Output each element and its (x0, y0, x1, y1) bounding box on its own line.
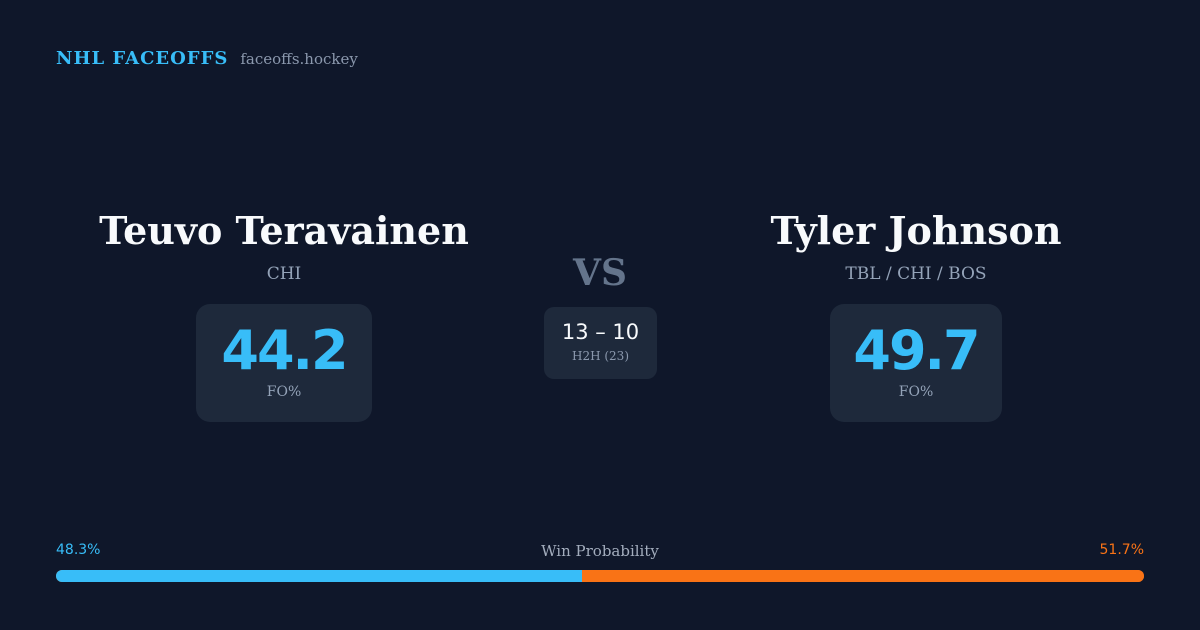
player-left-fo-value: 44.2 (221, 319, 348, 382)
win-probability-bar-right (581, 570, 1144, 582)
head-to-head-label: H2H (23) (571, 349, 629, 363)
win-probability-title: Win Probability (541, 542, 659, 560)
player-right: Tyler Johnson TBL / CHI / BOS 49.7 FO% (666, 204, 1166, 422)
vs-label: VS (573, 252, 627, 294)
head-to-head-score: 13 – 10 (561, 320, 640, 344)
brand-header: NHL FACEOFFS faceoffs.hockey (56, 48, 358, 69)
win-probability-bar (56, 570, 1144, 582)
player-right-fo-value: 49.7 (853, 319, 980, 382)
brand-domain[interactable]: faceoffs.hockey (240, 50, 358, 68)
player-right-name: Tyler Johnson (770, 208, 1062, 253)
brand-name[interactable]: NHL FACEOFFS (56, 48, 229, 69)
win-probability-left-text: 48.3% (56, 542, 101, 558)
player-left-fo-label: FO% (266, 384, 302, 400)
player-right-fo-label: FO% (898, 384, 934, 400)
player-left-name: Teuvo Teravainen (99, 208, 469, 253)
win-probability-header: 48.3% Win Probability 51.7% (56, 542, 1144, 562)
player-left-team: CHI (266, 264, 302, 284)
head-to-head-card: 13 – 10 H2H (23) (544, 307, 657, 379)
win-probability-right-text: 51.7% (1099, 542, 1144, 558)
player-right-team: TBL / CHI / BOS (845, 264, 987, 284)
player-right-stat-card: 49.7 FO% (830, 304, 1002, 422)
win-probability-bar-left (56, 570, 582, 582)
player-left-stat-card: 44.2 FO% (196, 304, 372, 422)
player-left: Teuvo Teravainen CHI 44.2 FO% (34, 204, 534, 422)
